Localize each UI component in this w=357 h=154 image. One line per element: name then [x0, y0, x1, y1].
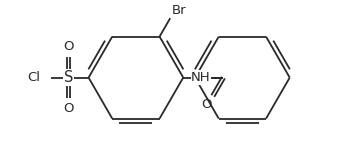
Text: S: S: [64, 70, 73, 85]
Text: NH: NH: [191, 71, 211, 84]
Text: O: O: [201, 98, 212, 111]
Text: O: O: [63, 102, 74, 116]
Text: O: O: [63, 40, 74, 53]
Text: Cl: Cl: [27, 71, 40, 84]
Text: Br: Br: [171, 4, 186, 17]
